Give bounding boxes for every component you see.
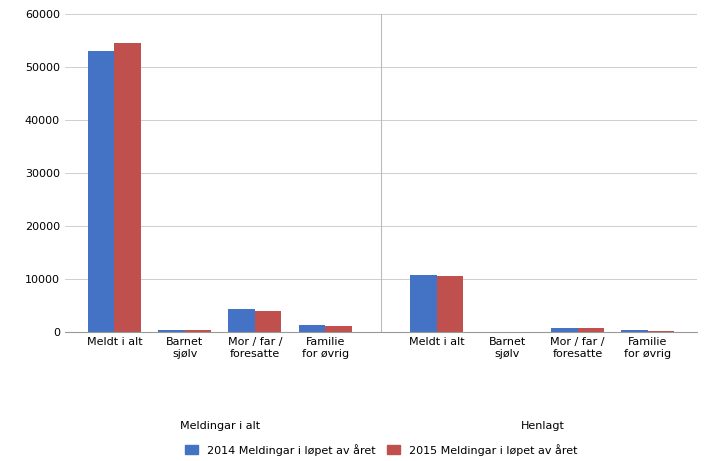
Bar — [88, 51, 114, 332]
Bar — [299, 325, 325, 332]
Bar — [158, 331, 185, 332]
Text: Meldingar i alt: Meldingar i alt — [180, 421, 260, 431]
Bar — [411, 275, 437, 332]
Bar — [185, 331, 211, 332]
Bar — [648, 331, 674, 332]
Bar — [325, 326, 352, 332]
Bar — [437, 276, 463, 332]
Text: Henlagt: Henlagt — [521, 421, 564, 431]
Bar — [551, 328, 577, 332]
Bar — [229, 308, 255, 332]
Bar — [255, 311, 281, 332]
Bar — [577, 328, 604, 332]
Legend: 2014 Meldingar i løpet av året, 2015 Meldingar i løpet av året: 2014 Meldingar i løpet av året, 2015 Mel… — [180, 439, 582, 460]
Bar — [621, 331, 648, 332]
Bar — [114, 43, 141, 332]
